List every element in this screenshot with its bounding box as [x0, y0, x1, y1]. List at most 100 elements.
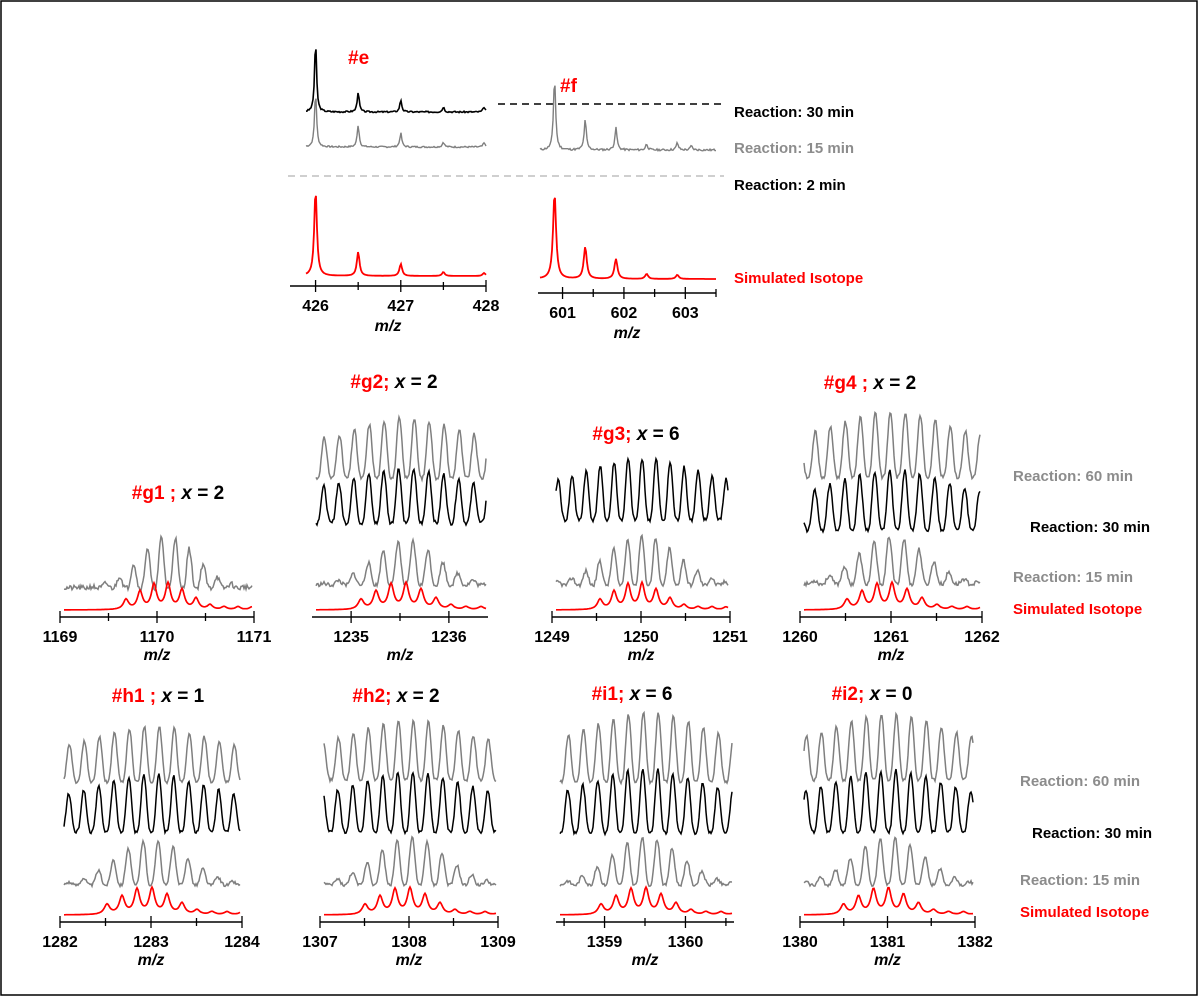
panel-e-trace-simulated [305, 195, 487, 277]
panel-f-tick-label: 602 [611, 305, 638, 322]
panel-g1-tick-label: 1171 [237, 629, 272, 646]
panel-e-trace-30min [305, 49, 487, 114]
legend-top-simulated: Simulated Isotope [734, 270, 863, 287]
panel-e-label: #e [348, 48, 369, 69]
panel-h1-tick-label: 1284 [224, 934, 260, 951]
panel-g3-trace-15min [555, 533, 729, 590]
legend-bot-60min: Reaction: 60 min [1020, 773, 1140, 790]
panel-i1-x-axis: 1359 1360 m/z [556, 916, 734, 969]
panel-g1-tick-label: 1170 [140, 629, 175, 646]
panel-e-x-label: m/z [375, 318, 402, 335]
panel-h1-tick-label: 1282 [42, 934, 78, 951]
panel-e-trace-15min [305, 98, 487, 149]
legend-mid-simulated: Simulated Isotope [1013, 601, 1142, 618]
panel-g4-tick-label: 1262 [964, 629, 1000, 646]
panel-i2-tick-label: 1382 [957, 934, 993, 951]
panel-e-x-axis: 426 427 428 m/z [290, 280, 499, 335]
panel-h1-trace-60min [63, 725, 241, 785]
panel-h2-title: #h2; x = 2 [352, 686, 439, 707]
panel-i2-trace-60min [803, 711, 974, 784]
panel-i2-title: #i2; x = 0 [832, 684, 913, 705]
panel-f-trace-simulated [539, 197, 716, 280]
panel-g3-trace-30min [555, 456, 729, 524]
panel-g2-x-label: m/z [387, 647, 414, 664]
panel-g3-trace-simulated [556, 579, 729, 611]
panel-e-tick-label: 426 [302, 298, 329, 315]
panel-f-x-axis: 601 602 603 m/z [538, 287, 717, 342]
panel-g4-x-label: m/z [878, 647, 905, 664]
panel-g4-trace-60min [803, 411, 981, 481]
panel-i1-x-label: m/z [632, 952, 659, 969]
panel-h2-trace-60min [323, 718, 497, 784]
panel-i1-trace-30min [559, 767, 733, 837]
panel-g2-tick-label: 1236 [431, 629, 467, 646]
panel-h1-x-label: m/z [138, 952, 165, 969]
panel-g3-tick-label: 1250 [623, 629, 659, 646]
panel-g4-trace-15min [803, 536, 981, 589]
panel-h2-x-label: m/z [396, 952, 423, 969]
panel-i1-tick-label: 1360 [668, 934, 704, 951]
panel-g2-trace-15min [315, 536, 487, 589]
panel-i1-trace-simulated [560, 885, 733, 916]
legend-mid-15min: Reaction: 15 min [1013, 569, 1133, 586]
panel-i2-trace-simulated [804, 886, 974, 916]
panel-i2-trace-15min [803, 836, 974, 888]
panel-g4-title: #g4 ; x = 2 [824, 373, 916, 394]
panel-f-trace-15min [539, 85, 716, 153]
panel-g4-x-axis: 1260 1261 1262 m/z [782, 611, 1000, 664]
panel-g2-tick-label: 1235 [333, 629, 369, 646]
legend-mid-30min: Reaction: 30 min [1030, 519, 1150, 536]
panel-i1-tick-label: 1359 [587, 934, 623, 951]
spectra-panels: 426 427 428 m/z #e 601 602 603 m/z #f #g1 ; x = 2 1… [42, 48, 1000, 969]
panel-f-tick-label: 601 [549, 305, 576, 322]
panel-i2-tick-label: 1380 [782, 934, 818, 951]
legend-top-15min: Reaction: 15 min [734, 140, 854, 157]
panel-h2-tick-label: 1308 [391, 934, 427, 951]
panel-g1-x-label: m/z [144, 647, 171, 664]
panel-h2-trace-30min [323, 771, 497, 836]
panel-g1-trace-simulated [64, 579, 253, 611]
panel-i1-trace-15min [559, 836, 733, 888]
panel-e-tick-label: 427 [387, 298, 414, 315]
panel-g1-trace-60min [63, 534, 253, 593]
panel-h1-title: #h1 ; x = 1 [112, 686, 205, 707]
legend-top-30min: Reaction: 30 min [734, 104, 854, 121]
panel-h2-tick-label: 1307 [302, 934, 338, 951]
panel-i2-x-label: m/z [874, 952, 901, 969]
panel-e-tick-label: 428 [473, 298, 500, 315]
panel-g4-trace-simulated [804, 580, 981, 611]
panel-h1-x-axis: 1282 1283 1284 m/z [42, 916, 260, 969]
panel-f-x-label: m/z [614, 325, 641, 342]
panel-i2-trace-30min [803, 768, 974, 836]
panel-f-tick-label: 603 [672, 305, 699, 322]
panel-g4-trace-30min [803, 469, 981, 534]
legend-top-2min: Reaction: 2 min [734, 177, 846, 194]
panel-h1-trace-15min [63, 838, 241, 889]
panel-h2-trace-simulated [324, 885, 497, 916]
panel-i2-x-axis: 1380 1381 1382 m/z [782, 916, 993, 969]
panel-h1-trace-30min [63, 773, 241, 836]
panel-g4-tick-label: 1260 [782, 629, 818, 646]
panel-h1-tick-label: 1283 [133, 934, 169, 951]
legend-bot-30min: Reaction: 30 min [1032, 825, 1152, 842]
panel-g4-tick-label: 1261 [873, 629, 909, 646]
panel-g2-x-axis: 1235 1236 m/z [312, 611, 488, 664]
panel-g2-trace-simulated [316, 580, 487, 611]
panel-h1-trace-simulated [64, 885, 241, 916]
panel-g2-trace-60min [315, 414, 487, 483]
panel-i2-tick-label: 1381 [870, 934, 906, 951]
panel-g3-title: #g3; x = 6 [592, 424, 679, 445]
legend-mid-60min: Reaction: 60 min [1013, 468, 1133, 485]
panel-i1-trace-60min [559, 710, 733, 786]
panel-g1-title: #g1 ; x = 2 [132, 483, 224, 504]
legend-bot-15min: Reaction: 15 min [1020, 872, 1140, 889]
panel-h2-trace-15min [323, 835, 497, 888]
panel-g3-x-label: m/z [628, 647, 655, 664]
panel-h2-x-axis: 1307 1308 1309 m/z [302, 916, 516, 969]
panel-h2-tick-label: 1309 [480, 934, 516, 951]
panel-g1-x-axis: 1169 1170 1171 m/z [43, 611, 272, 664]
panel-i1-title: #i1; x = 6 [592, 684, 673, 705]
